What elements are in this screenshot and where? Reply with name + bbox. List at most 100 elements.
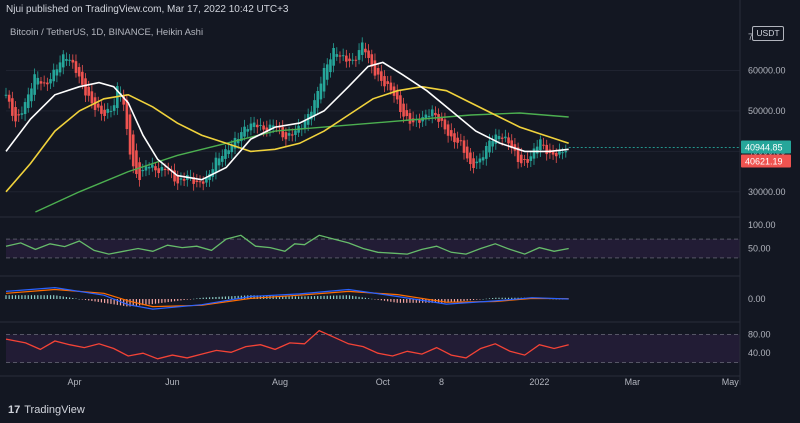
macd-histogram-bar xyxy=(196,298,198,299)
macd-histogram-bar xyxy=(228,296,230,299)
candle-body xyxy=(284,132,288,140)
candle-body xyxy=(30,88,33,102)
currency-badge[interactable]: USDT xyxy=(752,26,784,41)
macd-histogram-bar xyxy=(126,299,128,307)
candle-body xyxy=(287,133,291,136)
macd-histogram-bar xyxy=(21,295,23,299)
macd-histogram-bar xyxy=(498,297,500,299)
macd-histogram-bar xyxy=(383,299,386,301)
ma-slow-line xyxy=(35,112,569,213)
macd-histogram-bar xyxy=(81,299,83,300)
candle-body xyxy=(357,50,361,60)
candle-body xyxy=(128,114,132,155)
candle-body xyxy=(262,125,265,130)
macd-histogram-bar xyxy=(237,295,239,299)
candle-body xyxy=(176,175,180,184)
macd-histogram-bar xyxy=(221,296,223,299)
candle-body xyxy=(163,168,167,171)
candle-body xyxy=(125,99,129,130)
macd-histogram-bar xyxy=(352,295,354,299)
stoch-tick-label: 40.00 xyxy=(748,348,771,358)
prev-price-tag: 40621.19 xyxy=(745,157,783,167)
candle-body xyxy=(376,68,380,75)
tradingview-logo[interactable]: 17 TradingView xyxy=(8,404,85,416)
macd-histogram-bar xyxy=(495,297,497,299)
rsi-tick-label: 100.00 xyxy=(748,220,776,230)
macd-histogram-bar xyxy=(164,299,166,303)
candle-body xyxy=(109,110,113,112)
candle-body xyxy=(472,158,475,169)
candle-body xyxy=(240,132,243,142)
macd-histogram-bar xyxy=(466,299,468,301)
macd-histogram-bar xyxy=(173,299,176,302)
macd-histogram-bar xyxy=(180,299,182,301)
candle-body xyxy=(430,109,434,117)
macd-histogram-bar xyxy=(333,295,335,299)
candle-body xyxy=(434,112,437,116)
macd-histogram-bar xyxy=(285,296,287,299)
macd-histogram-bar xyxy=(170,299,172,302)
macd-histogram-bar xyxy=(256,295,258,299)
macd-histogram-bar xyxy=(183,299,185,301)
candle-body xyxy=(325,64,329,80)
candle-body xyxy=(84,78,87,96)
candle-body xyxy=(446,124,450,136)
candle-body xyxy=(313,100,316,116)
macd-histogram-bar xyxy=(336,295,338,299)
candle-body xyxy=(507,137,510,144)
macd-histogram-bar xyxy=(100,299,103,303)
candle-body xyxy=(494,134,498,144)
prev-price-tag-box xyxy=(741,154,791,168)
price-pane: 30000.0040000.0050000.0060000.00740944.8… xyxy=(4,32,791,213)
macd-histogram-bar xyxy=(450,299,452,303)
candle-body xyxy=(106,108,110,113)
candle-body xyxy=(348,58,351,62)
candle-body xyxy=(449,130,453,137)
candle-body xyxy=(310,111,313,120)
candle-body xyxy=(249,123,253,131)
macd-histogram-bar xyxy=(364,297,367,299)
candle-body xyxy=(147,166,151,169)
macd-histogram-bar xyxy=(457,299,459,302)
macd-histogram-bar xyxy=(326,295,328,299)
candle-body xyxy=(81,71,84,85)
macd-histogram-bar xyxy=(463,299,465,301)
macd-histogram-bar xyxy=(205,297,207,299)
candle-body xyxy=(17,114,21,116)
macd-histogram-bar xyxy=(399,299,402,303)
macd-histogram-bar xyxy=(104,299,106,303)
macd-histogram-bar xyxy=(167,299,169,303)
macd-histogram-bar xyxy=(59,295,61,299)
macd-histogram-bar xyxy=(342,295,344,299)
macd-histogram-bar xyxy=(291,296,293,299)
candle-body xyxy=(154,166,157,171)
candle-body xyxy=(160,167,164,171)
candle-body xyxy=(151,164,154,168)
macd-histogram-bar xyxy=(288,296,290,299)
candle-body xyxy=(227,150,230,155)
macd-histogram-bar xyxy=(234,296,236,299)
macd-histogram-bar xyxy=(107,299,109,304)
candle-body xyxy=(157,168,160,174)
macd-histogram-bar xyxy=(406,299,408,303)
candle-body xyxy=(268,124,272,130)
macd-histogram-bar xyxy=(371,298,373,300)
candle-body xyxy=(481,157,485,161)
macd-histogram-bar xyxy=(313,296,316,299)
macd-histogram-bar xyxy=(447,299,449,303)
time-axis-label: Mar xyxy=(625,377,641,387)
candle-body xyxy=(90,91,94,104)
candle-body xyxy=(33,74,36,95)
candle-body xyxy=(469,152,472,165)
candle-body xyxy=(462,140,466,153)
macd-histogram-bar xyxy=(479,299,481,300)
macd-histogram-bar xyxy=(329,295,332,299)
candle-body xyxy=(290,134,294,136)
macd-histogram-bar xyxy=(415,299,417,303)
candle-body xyxy=(233,137,237,149)
candle-body xyxy=(52,69,56,82)
macd-histogram-bar xyxy=(348,295,351,299)
candle-body xyxy=(23,102,27,115)
candle-body xyxy=(526,159,529,163)
